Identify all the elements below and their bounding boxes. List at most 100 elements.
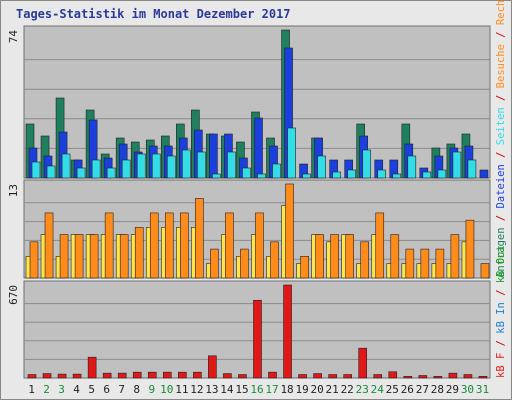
bar-middle-rechner-day-27 — [420, 248, 430, 279]
bar-top-seiten-day-18 — [287, 127, 296, 179]
bar-middle-rechner-day-14 — [225, 212, 234, 279]
bar-top-seiten-day-3 — [61, 153, 71, 179]
x-tick-label-day-22: 22 — [341, 383, 354, 396]
bar-middle-rechner-day-30 — [465, 219, 475, 279]
legend-bottom-entry-4: kB Out — [495, 245, 507, 283]
bar-middle-rechner-day-18 — [285, 183, 294, 279]
bar-bottom-kb-f-day-21 — [328, 374, 337, 379]
bar-bottom-kb-f-day-12 — [193, 371, 202, 379]
bar-middle-rechner-day-4 — [74, 234, 84, 279]
x-tick-label-day-31: 31 — [476, 383, 489, 396]
bar-top-seiten-day-6 — [106, 167, 116, 179]
bar-bottom-kb-f-day-16 — [253, 299, 262, 379]
ymax-label-top: 74 — [7, 30, 20, 44]
bar-middle-rechner-day-5 — [89, 234, 99, 279]
x-tick-label-day-25: 25 — [386, 383, 399, 396]
legend-bottom-entry-2: kB In — [495, 302, 507, 334]
bar-middle-rechner-day-20 — [315, 234, 324, 279]
x-tick-label-day-3: 3 — [58, 383, 65, 396]
bar-middle-rechner-day-9 — [149, 212, 159, 279]
legend-top-entry-7: / — [495, 25, 507, 44]
x-tick-label-day-23: 23 — [356, 383, 369, 396]
bar-middle-rechner-day-13 — [210, 248, 219, 279]
legend-bottom: kB F / kB In / kB Out — [495, 245, 507, 378]
bar-top-seiten-day-4 — [76, 167, 86, 179]
bar-top-seiten-day-1 — [31, 161, 41, 179]
bar-top-seiten-day-29 — [452, 151, 462, 179]
legend-top: Anfragen / Dateien / Seiten / Besuche / … — [495, 0, 507, 278]
x-tick-label-day-17: 17 — [265, 383, 278, 396]
x-tick-label-day-12: 12 — [190, 383, 203, 396]
bar-top-seiten-day-7 — [121, 159, 131, 179]
bar-middle-rechner-day-12 — [195, 198, 204, 279]
x-tick-label-day-20: 20 — [311, 383, 324, 396]
legend-bottom-entry-0: kB F — [495, 353, 507, 378]
bar-top-seiten-day-28 — [437, 169, 447, 179]
bar-middle-rechner-day-21 — [330, 234, 339, 279]
legend-bottom-entry-1: / — [495, 334, 507, 353]
bar-top-seiten-day-13 — [212, 173, 221, 179]
x-tick-label-day-4: 4 — [73, 383, 80, 396]
x-tick-label-day-9: 9 — [148, 383, 155, 396]
bar-top-seiten-day-24 — [377, 169, 387, 179]
bar-bottom-kb-f-day-20 — [313, 373, 322, 379]
bar-top-seiten-day-8 — [136, 153, 146, 179]
bar-bottom-kb-f-day-8 — [132, 371, 142, 379]
x-tick-label-day-15: 15 — [235, 383, 248, 396]
bar-middle-rechner-day-8 — [134, 227, 144, 279]
x-tick-label-day-26: 26 — [401, 383, 414, 396]
bar-bottom-kb-f-day-26 — [403, 376, 413, 379]
bar-middle-rechner-day-2 — [44, 212, 54, 279]
legend-top-entry-8: Rechner (IP-Adressen) — [495, 0, 507, 25]
x-tick-label-day-7: 7 — [118, 383, 125, 396]
legend-bottom-entry-3: / — [495, 283, 507, 302]
bar-middle-rechner-day-24 — [375, 212, 385, 279]
x-tick-label-day-19: 19 — [295, 383, 308, 396]
bar-bottom-kb-f-day-23 — [358, 347, 368, 379]
bar-bottom-kb-f-day-10 — [162, 371, 172, 379]
bar-bottom-kb-f-day-11 — [178, 371, 187, 379]
bar-top-seiten-day-16 — [257, 173, 266, 179]
legend-top-entry-4: Seiten — [495, 107, 507, 145]
bar-middle-rechner-day-7 — [119, 234, 129, 279]
x-tick-label-day-8: 8 — [133, 383, 140, 396]
bar-top-seiten-day-25 — [392, 173, 402, 179]
legend-top-entry-1: / — [495, 208, 507, 227]
bar-middle-rechner-day-22 — [345, 234, 354, 279]
x-tick-label-day-24: 24 — [371, 383, 385, 396]
x-tick-label-day-5: 5 — [88, 383, 95, 396]
x-tick-label-day-6: 6 — [103, 383, 110, 396]
x-tick-label-day-13: 13 — [205, 383, 218, 396]
bar-middle-rechner-day-10 — [164, 212, 174, 279]
bar-top-dateien-day-31 — [479, 169, 489, 179]
bar-bottom-kb-f-day-5 — [87, 356, 97, 379]
bar-middle-rechner-day-17 — [270, 241, 279, 279]
bar-bottom-kb-f-day-6 — [102, 372, 112, 379]
bar-top-seiten-day-27 — [422, 171, 432, 179]
bar-bottom-kb-f-day-14 — [223, 373, 232, 379]
x-tick-label-day-28: 28 — [431, 383, 444, 396]
ymax-label-middle: 13 — [7, 184, 20, 197]
bar-bottom-kb-f-day-29 — [448, 372, 458, 379]
bar-top-dateien-day-13 — [209, 133, 218, 179]
bar-bottom-kb-f-day-9 — [147, 371, 157, 379]
bar-middle-rechner-day-11 — [180, 212, 189, 279]
bar-middle-rechner-day-31 — [480, 263, 490, 279]
x-tick-label-day-27: 27 — [416, 383, 429, 396]
bar-top-seiten-day-5 — [91, 159, 101, 179]
x-tick-label-day-1: 1 — [28, 383, 35, 396]
bar-top-seiten-day-30 — [467, 159, 477, 179]
bar-bottom-kb-f-day-31 — [478, 376, 488, 379]
x-tick-label-day-18: 18 — [280, 383, 293, 396]
bar-middle-rechner-day-15 — [240, 248, 249, 279]
bar-top-seiten-day-14 — [227, 151, 236, 179]
x-tick-label-day-21: 21 — [326, 383, 339, 396]
bar-middle-rechner-day-25 — [390, 234, 400, 279]
bar-bottom-kb-f-day-2 — [42, 373, 52, 379]
legend-top-entry-2: Dateien — [495, 164, 507, 208]
bar-middle-rechner-day-3 — [59, 234, 69, 279]
ymax-label-bottom: 670 — [7, 285, 20, 305]
x-tick-label-day-29: 29 — [446, 383, 459, 396]
bar-top-seiten-day-15 — [242, 167, 251, 179]
